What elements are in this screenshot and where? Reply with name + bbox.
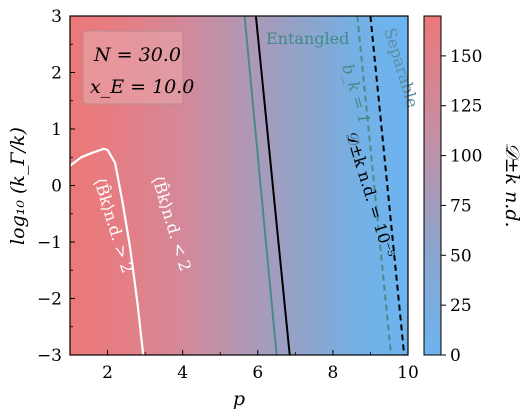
curve-bk-equals-1: [356, 16, 393, 355]
colorbar-tick-label: 100: [450, 147, 482, 167]
y-tick-label: 2: [51, 64, 62, 84]
x-axis: 2 4 6 8 10: [69, 350, 419, 383]
colorbar-tick-label: 75: [450, 196, 472, 216]
y-tick-label: −1: [37, 233, 62, 253]
y-tick-label: 0: [51, 177, 62, 197]
x-tick-label: 10: [397, 363, 419, 383]
x-axis-label: p: [233, 388, 245, 410]
colorbar-tick-label: 125: [450, 97, 482, 117]
curves-layer: [70, 16, 406, 355]
curve-boundary-white: [70, 147, 145, 355]
parameter-box: [82, 30, 184, 105]
colorbar-tick-label: 25: [450, 296, 472, 316]
curve-entangled-boundary: [243, 16, 278, 355]
curve-dnd-threshold: [254, 16, 291, 355]
colorbar-label: 𝒟±k n.d.: [501, 142, 523, 227]
curve-separable-boundary: [369, 16, 406, 355]
x-tick-label: 6: [252, 363, 263, 383]
param-n: N = 30.0: [93, 44, 181, 66]
y-tick-label: 3: [51, 7, 62, 27]
x-tick-label: 4: [177, 363, 188, 383]
label-entangled: Entangled: [266, 29, 349, 48]
colorbar: [423, 15, 442, 356]
x-tick-label: 8: [327, 363, 338, 383]
y-tick-label: −3: [37, 346, 62, 366]
y-axis: −3 −2 −1 0 1 2 3: [37, 7, 75, 366]
colorbar-tick-label: 150: [450, 47, 482, 67]
colorbar-tick-label: 50: [450, 246, 472, 266]
colorbar-ticks: 0 25 50 75 100 125 150: [441, 47, 482, 366]
colorbar-tick-label: 0: [450, 346, 461, 366]
y-axis-label: log₁₀ (k_Γ/k): [7, 127, 29, 245]
y-tick-label: −2: [37, 290, 62, 310]
x-tick-label: 2: [102, 363, 113, 383]
param-xe: x_E = 10.0: [90, 76, 194, 98]
y-tick-label: 1: [51, 120, 62, 140]
